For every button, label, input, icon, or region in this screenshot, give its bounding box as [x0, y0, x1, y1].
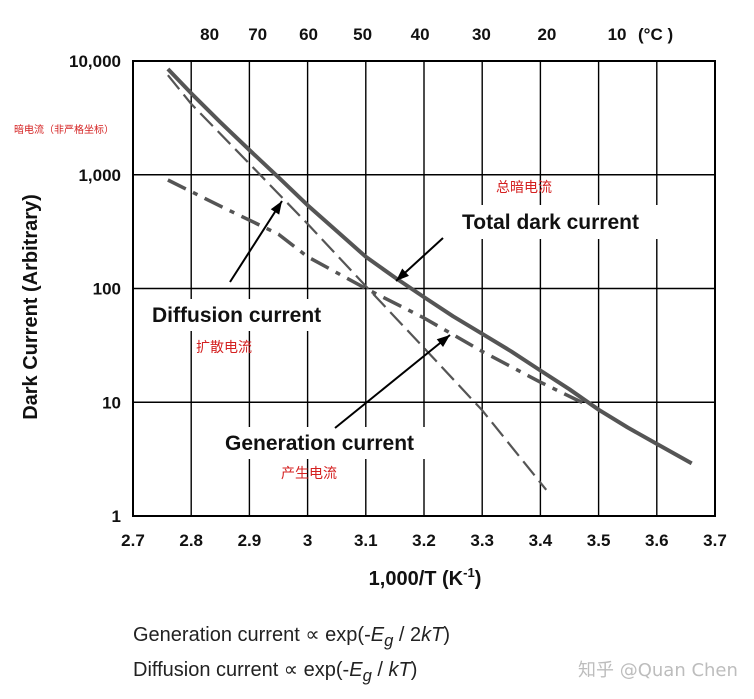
top-celsius-axis: 80 70 60 50 40 30 20 10: [200, 25, 626, 44]
x-tick-label: 2.8: [179, 531, 203, 550]
top-tick-label: 10: [608, 25, 627, 44]
top-axis-unit: (°C ): [638, 25, 673, 44]
top-tick-label: 20: [537, 25, 556, 44]
x-tick-label: 3.3: [470, 531, 494, 550]
y-tick-label: 1: [112, 507, 121, 526]
arrow-diffusion-current-head: [270, 201, 282, 215]
x-tick-label: 3.7: [703, 531, 727, 550]
x-tick-label: 3: [303, 531, 312, 550]
watermark: 知乎 @Quan Chen: [578, 660, 738, 681]
arrow-generation-current-head: [436, 335, 450, 348]
arrow-total-dark-current: [395, 237, 444, 282]
dark-current-chart: 2.7 2.8 2.9 3 3.1 3.2 3.3 3.4 3.5 3.6 3.7 1 10 100 1,…: [14, 25, 727, 590]
arrow-generation-current: [334, 334, 451, 429]
y-axis-title-cn: 暗电流（非严格坐标）: [14, 123, 114, 136]
y-axis-title: Dark Current (Arbitrary): [20, 194, 42, 420]
arrow-diffusion-current: [229, 200, 283, 283]
series-layer: [166, 67, 693, 491]
x-tick-label: 2.9: [238, 531, 262, 550]
label-total-dark-current-cn: 总暗电流: [496, 180, 552, 196]
top-tick-label: 50: [353, 25, 372, 44]
total-label-bg: [452, 205, 674, 239]
x-tick-label: 2.7: [121, 531, 145, 550]
top-tick-label: 60: [299, 25, 318, 44]
plot-border: [132, 60, 716, 517]
diffusion-label-bg: [145, 299, 357, 331]
arrow-total-dark-current-head: [396, 268, 409, 281]
label-generation-current: Generation current: [225, 432, 414, 455]
label-generation-current-cn: 产生电流: [281, 466, 337, 482]
generation-label-bg: [218, 427, 450, 459]
y-tick-label: 10: [102, 393, 121, 412]
label-diffusion-current: Diffusion current: [152, 304, 321, 327]
plot-frame: [132, 60, 716, 517]
y-tick-label: 1,000: [78, 166, 121, 185]
x-tick-label: 3.2: [412, 531, 436, 550]
x-tick-label: 3.6: [645, 531, 669, 550]
x-tick-label: 3.1: [354, 531, 378, 550]
arrow-generation-current-shaft: [334, 334, 451, 429]
x-tick-label: 3.5: [587, 531, 611, 550]
formula-diffusion: Diffusion current ∝ exp(-Eg / kT): [133, 659, 418, 685]
top-tick-label: 80: [200, 25, 219, 44]
y-tick-label: 100: [93, 280, 121, 299]
label-diffusion-current-cn: 扩散电流: [196, 340, 252, 356]
arrow-diffusion-current-shaft: [229, 200, 283, 283]
y-axis-ticks: 1 10 100 1,000 10,000: [69, 52, 121, 526]
series-total-dark-current: [166, 67, 693, 466]
x-axis-title: 1,000/T (K-1): [369, 565, 482, 590]
top-tick-label: 40: [411, 25, 430, 44]
annotation-arrows: [229, 200, 451, 429]
series-diffusion-current: [167, 74, 548, 491]
top-tick-label: 30: [472, 25, 491, 44]
label-total-dark-current: Total dark current: [462, 211, 639, 234]
top-tick-label: 70: [248, 25, 267, 44]
y-tick-label: 10,000: [69, 52, 121, 71]
x-tick-label: 3.4: [529, 531, 553, 550]
x-axis-ticks: 2.7 2.8 2.9 3 3.1 3.2 3.3 3.4 3.5 3.6 3.7: [121, 531, 727, 550]
formula-generation: Generation current ∝ exp(-Eg / 2kT): [133, 624, 451, 650]
